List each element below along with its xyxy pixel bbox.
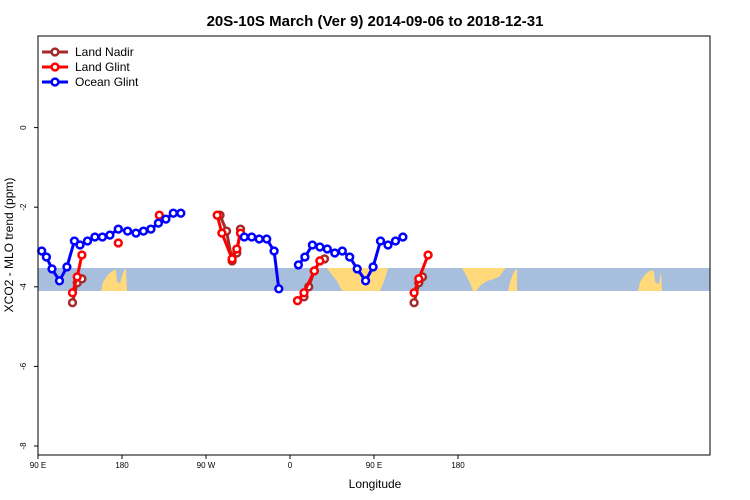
ocean-glint-point (105, 230, 115, 240)
legend-marker-land-nadir (50, 47, 60, 57)
series-layer (37, 208, 433, 308)
x-tick-label: 90 E (366, 461, 382, 470)
land-glint-point (72, 272, 82, 282)
land-area (462, 268, 506, 291)
ocean-glint-point (390, 236, 401, 246)
ocean-glint-point (146, 224, 156, 234)
ocean-glint-point (293, 260, 304, 270)
y-tick-label: -8 (19, 442, 28, 450)
x-tick-label: 180 (115, 461, 129, 470)
legend-marker-ocean-glint (50, 77, 60, 87)
y-axis: 0 -2 -4 -6 -8 (19, 125, 38, 450)
land-glint-point (309, 266, 319, 276)
ocean-glint-point (239, 232, 249, 242)
land-area (101, 269, 127, 291)
ocean-glint-point (161, 214, 171, 224)
ocean-glint-point (398, 232, 408, 242)
chart-title: 20S-10S March (Ver 9) 2014-09-06 to 2018… (207, 13, 544, 30)
land-glint-point (315, 256, 325, 266)
ocean-glint-point (345, 252, 355, 262)
ocean-glint-point (47, 264, 57, 274)
ocean-glint-point (269, 246, 279, 256)
ocean-glint-point (176, 208, 186, 218)
land-glint-point (423, 250, 433, 260)
ocean-glint-point (330, 248, 340, 258)
y-axis-label: XCO2 - MLO trend (ppm) (2, 178, 16, 313)
ocean-glint-point (153, 218, 164, 228)
land-ocean-band (38, 268, 710, 291)
land-area (508, 269, 517, 291)
ocean-glint-point (383, 240, 393, 250)
land-glint-point (217, 228, 227, 238)
ocean-glint-point (82, 236, 93, 246)
land-nadir-point (67, 298, 78, 308)
ocean-glint-point (262, 234, 272, 244)
ocean-glint-point (75, 240, 85, 250)
ocean-glint-point (300, 252, 310, 262)
ocean-glint-point (254, 234, 264, 244)
land-glint-point (212, 210, 222, 220)
ocean-glint-point (360, 276, 371, 286)
ocean-glint-point (337, 246, 347, 256)
land-glint-point (113, 238, 123, 248)
land-glint-point (299, 288, 309, 298)
x-tick-label: 90 E (30, 461, 46, 470)
ocean-glint-point (375, 236, 386, 246)
ocean-glint-point (122, 226, 133, 236)
ocean-glint-point (322, 244, 332, 254)
ocean-glint-point (352, 264, 362, 274)
x-tick-label: 90 W (197, 461, 216, 470)
legend-label-land-glint: Land Glint (75, 60, 130, 74)
land-nadir-point (409, 298, 419, 308)
ocean-glint-point (138, 226, 149, 236)
y-tick-label: -2 (19, 203, 28, 211)
x-axis: 90 E 180 90 W 0 90 E 180 (30, 455, 465, 470)
y-tick-label: -6 (19, 362, 28, 370)
y-tick-label: -4 (19, 283, 28, 291)
ocean-glint-point (368, 262, 378, 272)
ocean-glint-point (62, 262, 72, 272)
legend-marker-land-glint (50, 62, 60, 72)
land-area (638, 270, 662, 291)
ocean-glint-point (41, 252, 52, 262)
ocean-glint-point (97, 232, 108, 242)
land-glint-point (77, 250, 87, 260)
ocean-glint-point (54, 276, 65, 286)
x-tick-label: 0 (288, 461, 293, 470)
land-area (327, 268, 388, 291)
land-glint-point (232, 244, 242, 254)
land-glint-line (296, 260, 322, 302)
ocean-glint-point (307, 240, 318, 250)
land-glint-point (414, 274, 424, 284)
legend-label-land-nadir: Land Nadir (75, 45, 134, 59)
land-glint-point (67, 288, 78, 298)
land-glint-point (292, 296, 303, 306)
ocean-glint-point (90, 232, 100, 242)
ocean-glint-point (274, 284, 284, 294)
y-tick-label: 0 (19, 125, 28, 130)
ocean-glint-point (247, 232, 257, 242)
x-axis-label: Longitude (349, 477, 402, 491)
ocean-glint-point (131, 228, 141, 238)
ocean-glint-point (113, 224, 123, 234)
x-tick-label: 180 (451, 461, 465, 470)
ocean-glint-point (168, 208, 178, 218)
land-glint-point (227, 254, 237, 264)
legend-label-ocean-glint: Ocean Glint (75, 75, 139, 89)
plot-frame (37, 35, 711, 456)
ocean-glint-point (315, 242, 325, 252)
land-glint-point (409, 288, 419, 298)
